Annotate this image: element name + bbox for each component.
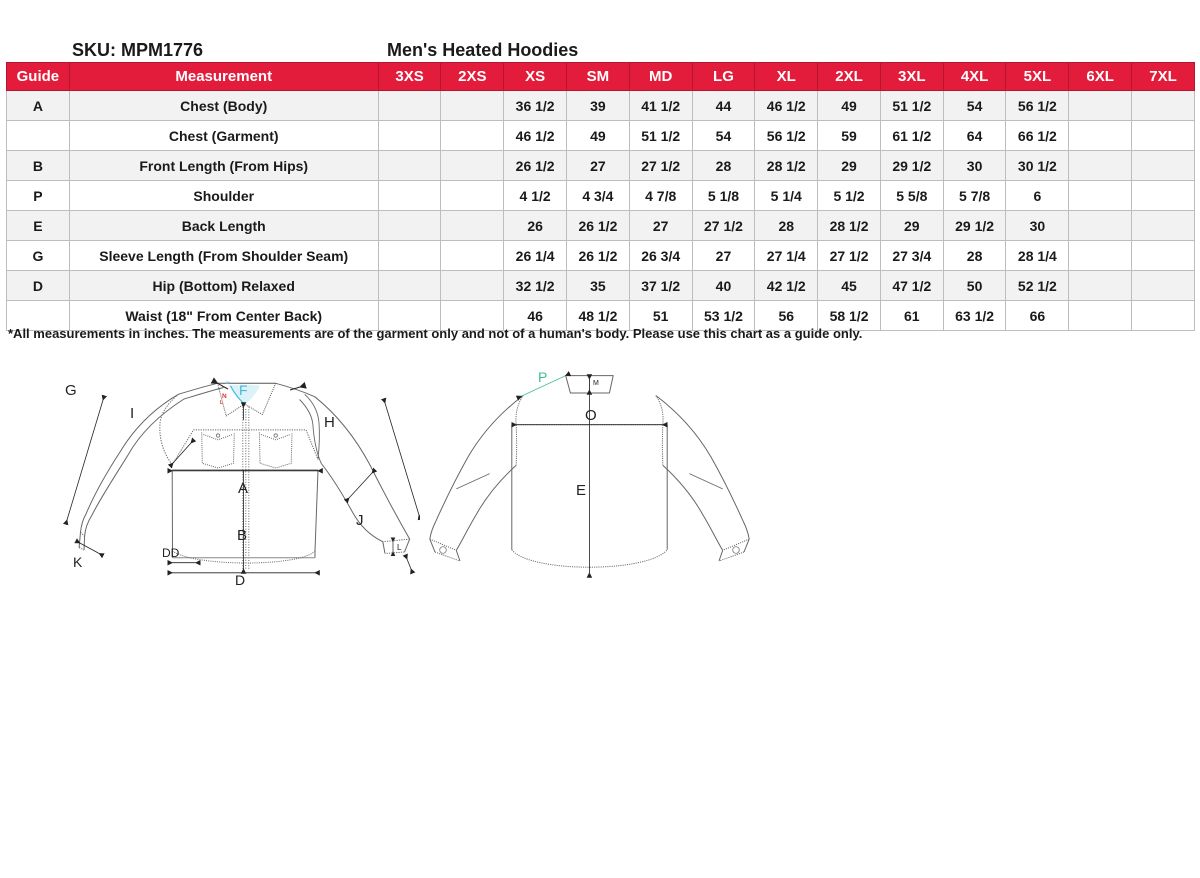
svg-text:≈: ≈ bbox=[226, 380, 230, 387]
svg-text:I: I bbox=[130, 405, 134, 422]
svg-text:P: P bbox=[538, 369, 547, 385]
svg-text:M: M bbox=[593, 380, 599, 387]
svg-text:N: N bbox=[222, 393, 227, 400]
svg-text:H: H bbox=[324, 414, 335, 431]
svg-text:DD: DD bbox=[162, 546, 180, 560]
svg-text:A: A bbox=[238, 480, 248, 497]
svg-text:F: F bbox=[239, 382, 248, 398]
svg-text:E: E bbox=[576, 482, 586, 499]
svg-text:O: O bbox=[585, 407, 597, 424]
svg-text:D: D bbox=[235, 572, 245, 588]
svg-text:L: L bbox=[220, 400, 223, 406]
svg-text:K: K bbox=[73, 554, 83, 570]
svg-text:G: G bbox=[65, 382, 77, 399]
svg-text:J: J bbox=[356, 512, 364, 529]
svg-text:L: L bbox=[397, 543, 402, 552]
svg-text:B: B bbox=[237, 527, 247, 544]
